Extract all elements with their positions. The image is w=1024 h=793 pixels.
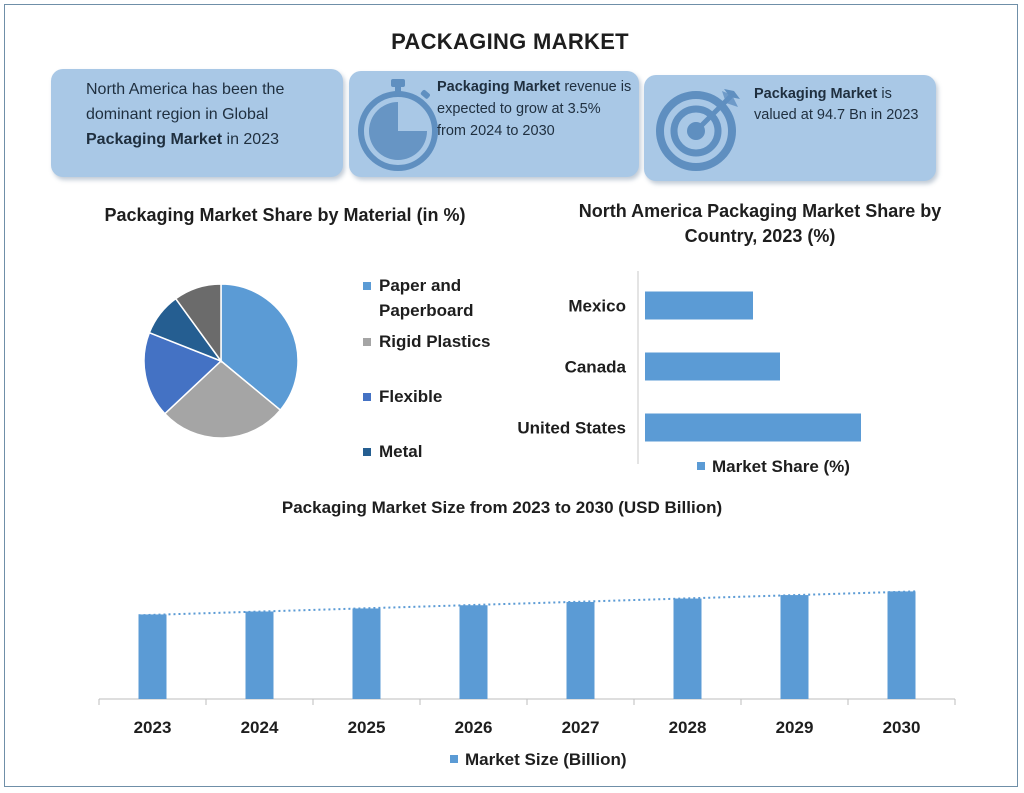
market-size-bar-2024 <box>245 611 274 699</box>
country-bar-mexico <box>645 291 753 320</box>
card-region-text-after: in 2023 <box>222 131 280 148</box>
legend-label: Paper and Paperboard <box>379 276 474 320</box>
legend-swatch <box>363 448 371 456</box>
target-icon <box>656 89 740 171</box>
card-growth-text-after: revenue is expected to grow at 3.5% from… <box>437 79 632 139</box>
year-label-2029: 2029 <box>776 718 814 737</box>
legend-swatch <box>363 393 371 401</box>
card-region-text-bold: Packaging Market <box>86 131 223 148</box>
card-growth-text: Packaging Market revenue is expected to … <box>437 76 633 142</box>
country-bar-chart-title: North America Packaging Market Share by … <box>578 201 942 246</box>
legend-label: Flexible <box>379 387 443 406</box>
pie-legend: Paper and Paperboard Rigid Plastics Flexib… <box>355 273 535 473</box>
stopwatch-icon <box>358 79 438 171</box>
country-bar-united-states <box>645 413 861 442</box>
year-label-2023: 2023 <box>134 718 172 737</box>
pie-slice-paper-and-paperboard <box>220 283 299 412</box>
info-card-region: North America has been the dominant regi… <box>51 69 343 177</box>
country-legend-label: Market Share (%) <box>712 457 850 476</box>
market-size-bar-2023 <box>138 614 167 699</box>
pie-chart <box>143 283 299 439</box>
country-bar-chart: Mexico Canada United States Market Share (%… <box>517 271 861 476</box>
page-title: PACKAGING MARKET <box>391 29 629 54</box>
card-value-text-after: is valued at 94.7 Bn in 2023 <box>754 86 919 123</box>
year-label-2025: 2025 <box>348 718 386 737</box>
infographic-frame: PACKAGING MARKET North America has been … <box>4 4 1018 787</box>
country-legend-swatch <box>697 462 705 470</box>
year-label-2028: 2028 <box>669 718 707 737</box>
card-value-text-bold: Packaging Market <box>754 86 878 102</box>
info-card-growth: Packaging Market revenue is expected to … <box>349 71 639 177</box>
card-value-text: Packaging Market is valued at 94.7 Bn in… <box>754 84 926 126</box>
info-card-value: Packaging Market is valued at 94.7 Bn in… <box>644 75 936 181</box>
country-label-mexico: Mexico <box>568 297 626 316</box>
market-size-bar-2029 <box>780 595 809 699</box>
pie-slice-other-4 <box>174 283 222 364</box>
year-label-2024: 2024 <box>241 718 279 737</box>
card-growth-text-bold: Packaging Market <box>437 79 561 95</box>
market-size-bar-2028 <box>673 598 702 699</box>
market-size-bar-2027 <box>566 601 595 699</box>
year-label-2026: 2026 <box>455 718 493 737</box>
card-region-text: North America has been the dominant regi… <box>86 77 336 152</box>
country-bar-canada <box>645 352 780 381</box>
pie-slice-flexible <box>143 331 223 415</box>
pie-slice-rigid-plastics <box>163 360 282 439</box>
market-size-bar-2026 <box>459 605 488 699</box>
country-label-canada: Canada <box>565 358 627 377</box>
market-size-bar-2025 <box>352 608 381 699</box>
legend-label: Metal <box>379 442 423 461</box>
year-label-2030: 2030 <box>883 718 921 737</box>
pie-chart-title: Packaging Market Share by Material (in %… <box>104 205 466 225</box>
card-region-text-before: North America has been the dominant regi… <box>86 81 285 123</box>
legend-swatch <box>363 338 371 346</box>
market-size-chart-title: Packaging Market Size from 2023 to 2030 … <box>281 498 723 517</box>
legend-label: Rigid Plastics <box>379 332 491 351</box>
legend-swatch <box>363 282 371 290</box>
year-label-2027: 2027 <box>562 718 600 737</box>
market-size-bar-2030 <box>887 591 916 699</box>
market-size-legend-swatch <box>450 755 458 763</box>
market-size-legend-label: Market Size (Billion) <box>465 750 627 769</box>
country-label-united-states: United States <box>517 419 626 438</box>
market-size-chart: 2023 2024 2025 2026 2027 2028 2029 2030 Market S… <box>98 590 956 769</box>
